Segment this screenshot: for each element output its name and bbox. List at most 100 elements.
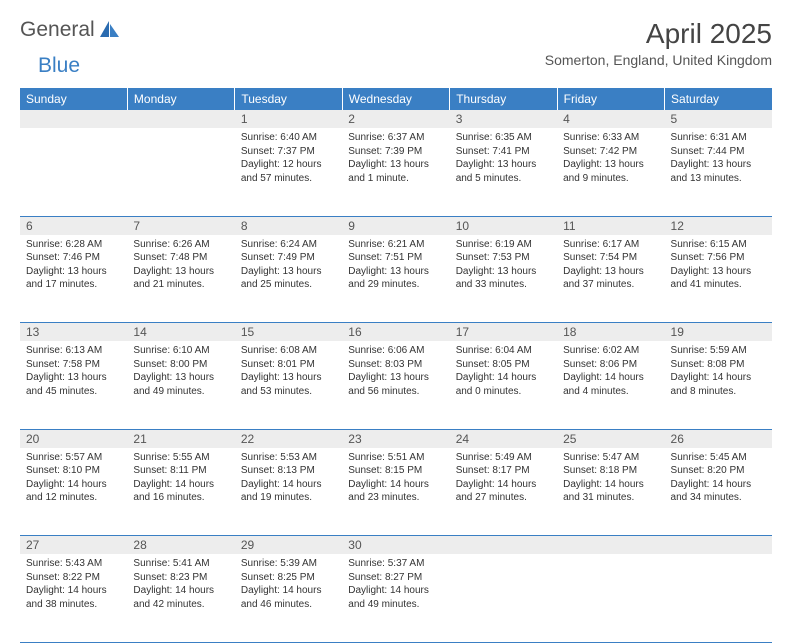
- day-content-row: Sunrise: 6:40 AMSunset: 7:37 PMDaylight:…: [20, 128, 772, 216]
- day-number-cell: 1: [235, 110, 342, 128]
- day-details: Sunrise: 6:37 AMSunset: 7:39 PMDaylight:…: [342, 128, 449, 189]
- day-number-cell: 23: [342, 429, 449, 448]
- day-content-row: Sunrise: 5:43 AMSunset: 8:22 PMDaylight:…: [20, 554, 772, 642]
- day-number-cell: 30: [342, 536, 449, 555]
- day-number-cell: 4: [557, 110, 664, 128]
- logo-text-blue: Blue: [38, 54, 80, 77]
- day-details: Sunrise: 5:53 AMSunset: 8:13 PMDaylight:…: [235, 448, 342, 509]
- calendar-table: Sunday Monday Tuesday Wednesday Thursday…: [20, 88, 772, 643]
- weekday-header-row: Sunday Monday Tuesday Wednesday Thursday…: [20, 88, 772, 110]
- month-title: April 2025: [545, 18, 772, 50]
- day-number-cell: [127, 110, 234, 128]
- day-number-cell: 5: [665, 110, 772, 128]
- day-content-row: Sunrise: 6:28 AMSunset: 7:46 PMDaylight:…: [20, 235, 772, 323]
- day-cell: Sunrise: 5:37 AMSunset: 8:27 PMDaylight:…: [342, 554, 449, 642]
- day-details: Sunrise: 6:04 AMSunset: 8:05 PMDaylight:…: [450, 341, 557, 402]
- day-number-cell: 19: [665, 323, 772, 342]
- day-number-row: 12345: [20, 110, 772, 128]
- day-number-cell: 14: [127, 323, 234, 342]
- day-cell: Sunrise: 6:08 AMSunset: 8:01 PMDaylight:…: [235, 341, 342, 429]
- day-cell: [665, 554, 772, 642]
- day-cell: Sunrise: 6:02 AMSunset: 8:06 PMDaylight:…: [557, 341, 664, 429]
- logo-sail-icon: [99, 20, 121, 41]
- day-details: Sunrise: 5:49 AMSunset: 8:17 PMDaylight:…: [450, 448, 557, 509]
- day-details: Sunrise: 5:37 AMSunset: 8:27 PMDaylight:…: [342, 554, 449, 615]
- day-number-cell: 27: [20, 536, 127, 555]
- day-cell: Sunrise: 6:17 AMSunset: 7:54 PMDaylight:…: [557, 235, 664, 323]
- day-number-row: 20212223242526: [20, 429, 772, 448]
- day-cell: Sunrise: 6:35 AMSunset: 7:41 PMDaylight:…: [450, 128, 557, 216]
- day-details: Sunrise: 6:40 AMSunset: 7:37 PMDaylight:…: [235, 128, 342, 189]
- day-cell: Sunrise: 6:31 AMSunset: 7:44 PMDaylight:…: [665, 128, 772, 216]
- day-number-cell: 2: [342, 110, 449, 128]
- weekday-saturday: Saturday: [665, 88, 772, 110]
- day-cell: Sunrise: 6:40 AMSunset: 7:37 PMDaylight:…: [235, 128, 342, 216]
- day-number-cell: 13: [20, 323, 127, 342]
- day-details: Sunrise: 6:35 AMSunset: 7:41 PMDaylight:…: [450, 128, 557, 189]
- day-number-cell: 29: [235, 536, 342, 555]
- day-cell: Sunrise: 5:57 AMSunset: 8:10 PMDaylight:…: [20, 448, 127, 536]
- day-number-cell: 26: [665, 429, 772, 448]
- day-number-cell: [450, 536, 557, 555]
- logo-text-general: General: [20, 18, 95, 42]
- day-cell: [450, 554, 557, 642]
- day-number-cell: 20: [20, 429, 127, 448]
- day-cell: Sunrise: 6:13 AMSunset: 7:58 PMDaylight:…: [20, 341, 127, 429]
- day-details: Sunrise: 6:33 AMSunset: 7:42 PMDaylight:…: [557, 128, 664, 189]
- day-cell: Sunrise: 6:24 AMSunset: 7:49 PMDaylight:…: [235, 235, 342, 323]
- day-number-cell: 25: [557, 429, 664, 448]
- weekday-monday: Monday: [127, 88, 234, 110]
- day-cell: Sunrise: 5:41 AMSunset: 8:23 PMDaylight:…: [127, 554, 234, 642]
- day-cell: Sunrise: 5:43 AMSunset: 8:22 PMDaylight:…: [20, 554, 127, 642]
- logo: General: [20, 18, 123, 42]
- day-number-cell: 8: [235, 216, 342, 235]
- day-content-row: Sunrise: 5:57 AMSunset: 8:10 PMDaylight:…: [20, 448, 772, 536]
- day-cell: [557, 554, 664, 642]
- day-number-cell: 17: [450, 323, 557, 342]
- day-number-cell: 18: [557, 323, 664, 342]
- day-cell: Sunrise: 6:04 AMSunset: 8:05 PMDaylight:…: [450, 341, 557, 429]
- day-cell: Sunrise: 5:51 AMSunset: 8:15 PMDaylight:…: [342, 448, 449, 536]
- day-number-cell: 10: [450, 216, 557, 235]
- weekday-tuesday: Tuesday: [235, 88, 342, 110]
- day-cell: Sunrise: 5:53 AMSunset: 8:13 PMDaylight:…: [235, 448, 342, 536]
- day-number-cell: 24: [450, 429, 557, 448]
- day-details: Sunrise: 5:57 AMSunset: 8:10 PMDaylight:…: [20, 448, 127, 509]
- day-number-cell: 15: [235, 323, 342, 342]
- day-cell: [127, 128, 234, 216]
- day-details: Sunrise: 6:15 AMSunset: 7:56 PMDaylight:…: [665, 235, 772, 296]
- day-cell: Sunrise: 6:21 AMSunset: 7:51 PMDaylight:…: [342, 235, 449, 323]
- day-number-cell: 28: [127, 536, 234, 555]
- day-number-row: 27282930: [20, 536, 772, 555]
- day-details: Sunrise: 5:59 AMSunset: 8:08 PMDaylight:…: [665, 341, 772, 402]
- day-cell: Sunrise: 5:55 AMSunset: 8:11 PMDaylight:…: [127, 448, 234, 536]
- day-number-cell: 22: [235, 429, 342, 448]
- day-details: Sunrise: 6:28 AMSunset: 7:46 PMDaylight:…: [20, 235, 127, 296]
- day-number-cell: 21: [127, 429, 234, 448]
- weekday-thursday: Thursday: [450, 88, 557, 110]
- weekday-wednesday: Wednesday: [342, 88, 449, 110]
- day-cell: Sunrise: 5:49 AMSunset: 8:17 PMDaylight:…: [450, 448, 557, 536]
- day-cell: Sunrise: 5:47 AMSunset: 8:18 PMDaylight:…: [557, 448, 664, 536]
- day-number-cell: [665, 536, 772, 555]
- day-details: Sunrise: 5:51 AMSunset: 8:15 PMDaylight:…: [342, 448, 449, 509]
- day-number-row: 13141516171819: [20, 323, 772, 342]
- day-details: Sunrise: 6:21 AMSunset: 7:51 PMDaylight:…: [342, 235, 449, 296]
- weekday-sunday: Sunday: [20, 88, 127, 110]
- day-number-cell: 11: [557, 216, 664, 235]
- day-number-cell: 3: [450, 110, 557, 128]
- day-number-row: 6789101112: [20, 216, 772, 235]
- day-details: Sunrise: 6:19 AMSunset: 7:53 PMDaylight:…: [450, 235, 557, 296]
- day-number-cell: 16: [342, 323, 449, 342]
- day-cell: Sunrise: 6:15 AMSunset: 7:56 PMDaylight:…: [665, 235, 772, 323]
- day-details: Sunrise: 5:43 AMSunset: 8:22 PMDaylight:…: [20, 554, 127, 615]
- day-number-cell: [20, 110, 127, 128]
- day-number-cell: [557, 536, 664, 555]
- day-cell: Sunrise: 6:37 AMSunset: 7:39 PMDaylight:…: [342, 128, 449, 216]
- day-details: Sunrise: 6:17 AMSunset: 7:54 PMDaylight:…: [557, 235, 664, 296]
- day-cell: Sunrise: 5:39 AMSunset: 8:25 PMDaylight:…: [235, 554, 342, 642]
- day-cell: Sunrise: 5:45 AMSunset: 8:20 PMDaylight:…: [665, 448, 772, 536]
- day-details: Sunrise: 5:41 AMSunset: 8:23 PMDaylight:…: [127, 554, 234, 615]
- day-cell: Sunrise: 5:59 AMSunset: 8:08 PMDaylight:…: [665, 341, 772, 429]
- day-cell: Sunrise: 6:28 AMSunset: 7:46 PMDaylight:…: [20, 235, 127, 323]
